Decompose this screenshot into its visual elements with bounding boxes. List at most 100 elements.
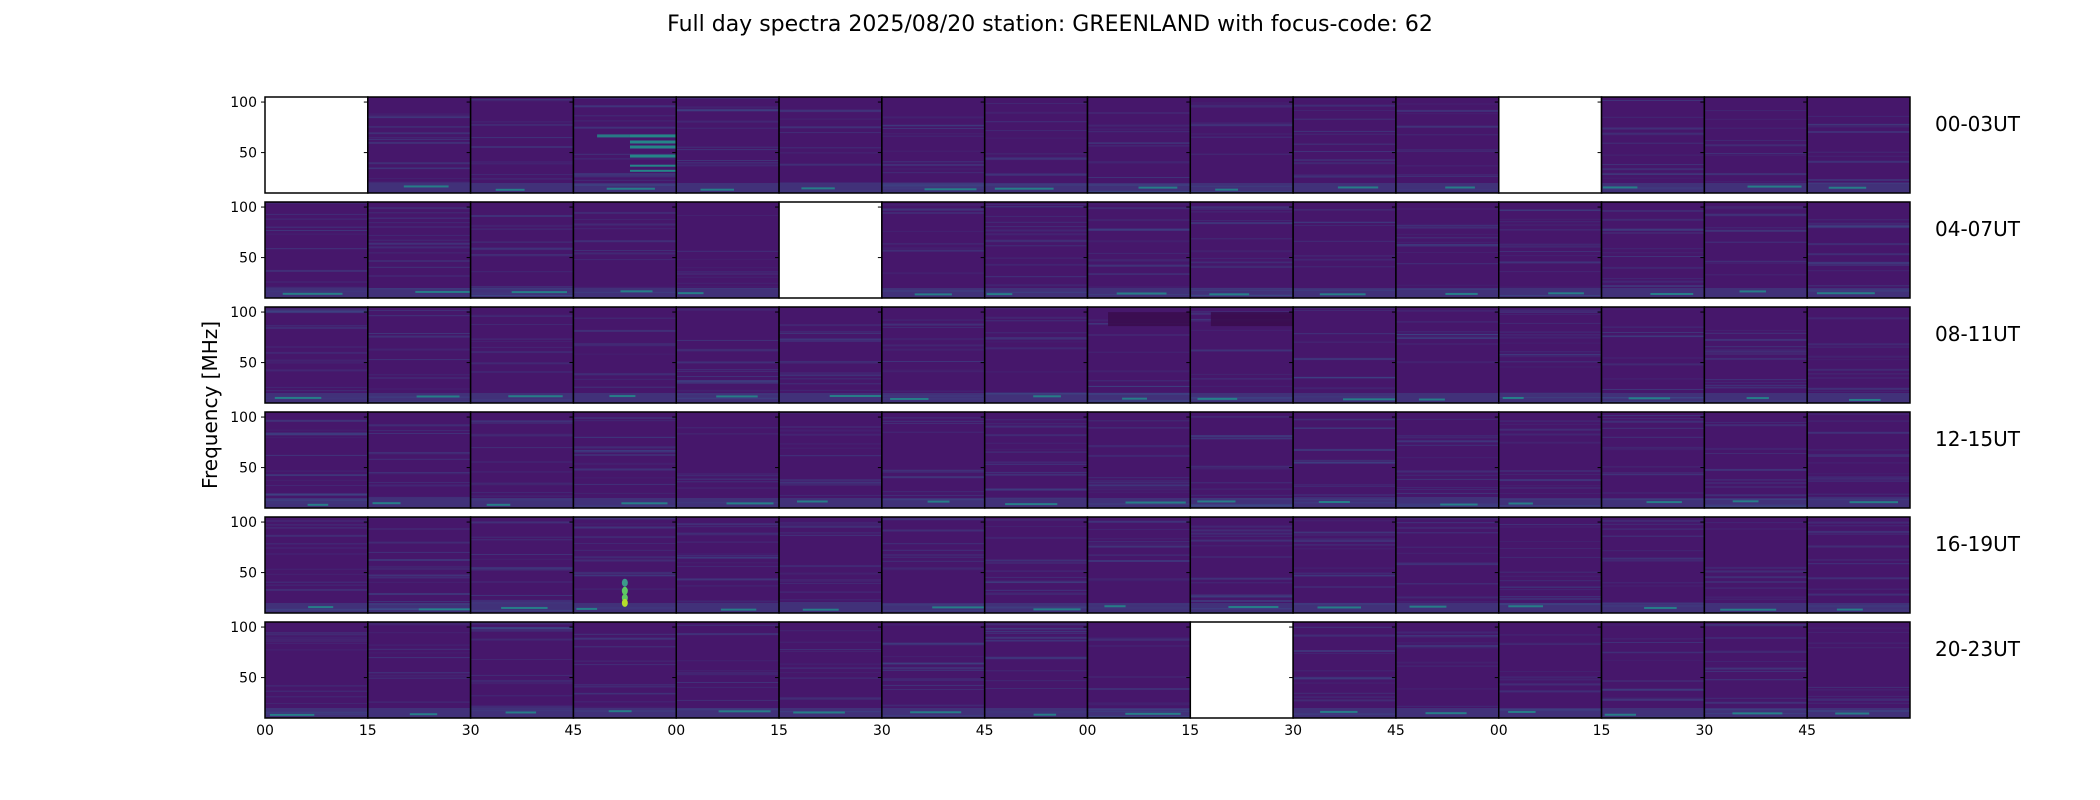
- rfi-line: [1704, 499, 1808, 500]
- rfi-line: [676, 160, 780, 161]
- rfi-line: [984, 153, 1088, 155]
- low-freq-noise: [984, 498, 1088, 508]
- rfi-line: [984, 632, 1088, 634]
- rfi-line: [265, 588, 368, 591]
- rfi-line: [881, 529, 985, 532]
- rfi-line: [1704, 174, 1808, 176]
- rfi-line: [881, 567, 985, 570]
- rfi-line: [1395, 444, 1499, 446]
- low-freq-noise: [470, 498, 574, 508]
- low-freq-signal: [1425, 712, 1467, 715]
- panel-background: [1087, 517, 1191, 613]
- rfi-line: [881, 128, 985, 129]
- rfi-line: [676, 478, 780, 480]
- rfi-line: [779, 630, 882, 632]
- row-time-label: 12-15UT: [1935, 427, 2021, 451]
- rfi-line: [1704, 386, 1808, 389]
- spectrum-panel: [363, 516, 472, 614]
- rfi-line: [1807, 125, 1910, 128]
- rfi-line: [573, 286, 677, 288]
- panel-background: [1704, 517, 1808, 613]
- rfi-line: [1395, 237, 1499, 239]
- low-freq-signal: [1445, 186, 1475, 189]
- rfi-line: [573, 317, 677, 319]
- rfi-line: [1190, 238, 1294, 240]
- panel-background: [1087, 202, 1191, 298]
- panel-background: [1190, 517, 1294, 613]
- rfi-line: [881, 684, 985, 686]
- rfi-line: [1704, 353, 1808, 355]
- panel-background: [779, 307, 882, 403]
- rfi-line: [1395, 103, 1499, 105]
- rfi-line: [1087, 488, 1191, 491]
- rfi-line: [881, 247, 985, 249]
- rfi-line: [265, 527, 368, 529]
- rfi-line: [779, 378, 882, 380]
- rfi-line: [1087, 177, 1191, 178]
- rfi-line: [1395, 334, 1499, 335]
- rfi-line: [1293, 418, 1396, 420]
- rfi-line: [1395, 310, 1499, 312]
- panel-background: [676, 412, 780, 508]
- rfi-line: [1601, 560, 1705, 562]
- rfi-line: [573, 450, 677, 452]
- spectrum-panel: [1186, 411, 1294, 509]
- rfi-line: [676, 556, 780, 559]
- rfi-line: [1498, 709, 1602, 711]
- rfi-line: [1498, 251, 1602, 252]
- rfi-line: [1293, 98, 1396, 100]
- x-tick-label: 15: [770, 723, 788, 739]
- rfi-line: [881, 499, 985, 501]
- rfi-line: [1293, 520, 1396, 522]
- rfi-line: [676, 369, 780, 371]
- low-freq-signal: [986, 293, 1013, 296]
- rfi-line: [1704, 494, 1808, 497]
- rfi-line: [265, 308, 368, 311]
- rfi-line: [1601, 421, 1705, 423]
- rfi-line: [1807, 390, 1910, 392]
- rfi-line: [367, 401, 471, 403]
- rfi-line: [1704, 385, 1808, 387]
- rfi-line: [676, 380, 780, 381]
- rfi-line: [1498, 218, 1602, 220]
- rfi-line: [573, 468, 677, 471]
- rfi-line: [1498, 556, 1602, 558]
- panel-background: [470, 517, 574, 613]
- rfi-line: [1807, 160, 1910, 163]
- panel-background: [984, 97, 1088, 193]
- rfi-line: [367, 181, 471, 183]
- low-freq-signal: [726, 502, 774, 505]
- rfi-line: [573, 646, 677, 648]
- low-freq-noise: [265, 708, 368, 718]
- rfi-line: [1293, 110, 1396, 111]
- rfi-line: [1807, 373, 1910, 375]
- rfi-line: [676, 361, 780, 364]
- rfi-line: [676, 164, 780, 167]
- rfi-line: [1601, 127, 1705, 130]
- rfi-line: [265, 359, 368, 362]
- low-freq-signal: [797, 500, 828, 503]
- rfi-line: [1087, 392, 1191, 395]
- rfi-line: [1190, 608, 1294, 610]
- low-freq-signal: [932, 606, 986, 609]
- rfi-line: [1190, 206, 1294, 209]
- rfi-line: [1293, 130, 1396, 132]
- rfi-line: [984, 640, 1088, 642]
- low-freq-noise: [265, 498, 368, 508]
- rfi-line: [1601, 248, 1705, 250]
- spectrum-panel: [1494, 201, 1603, 299]
- rfi-line: [573, 523, 677, 525]
- low-freq-signal: [1215, 188, 1238, 191]
- rfi-line: [676, 348, 780, 351]
- low-freq-signal: [1337, 186, 1379, 189]
- rfi-line: [573, 437, 677, 438]
- rfi-line: [676, 565, 780, 567]
- rfi-line: [881, 184, 985, 187]
- rfi-line: [779, 132, 882, 134]
- spectrum-panel: [1186, 201, 1294, 299]
- panel-background: [1704, 97, 1808, 193]
- low-freq-signal: [1343, 398, 1404, 401]
- rfi-line: [881, 624, 985, 626]
- rfi-line: [984, 203, 1088, 205]
- low-freq-signal: [511, 291, 567, 294]
